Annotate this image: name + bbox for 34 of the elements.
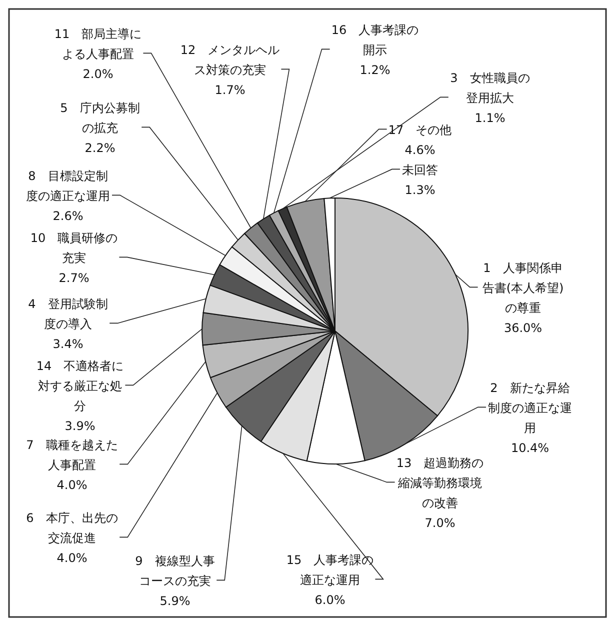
slice-label: 11 部局主導による人事配置 <box>54 27 142 61</box>
slice-label: 1 人事関係申告書(本人希望)の尊重 <box>482 261 564 315</box>
slice-label: 16 人事考課の開示 <box>331 23 419 57</box>
slice-label: 10 職員研修の充実 <box>30 231 118 265</box>
data-label: 10.4% <box>510 441 550 455</box>
data-label: 1.7% <box>214 83 246 97</box>
data-label: 3.4% <box>52 337 84 351</box>
data-label: 36.0% <box>504 321 542 335</box>
slice-label: 12 メンタルヘルス対策の充実 <box>180 43 280 77</box>
slice-label: 4 登用試験制度の導入 <box>28 297 108 331</box>
data-label: 2.2% <box>84 141 116 155</box>
data-label: 1.2% <box>360 63 390 77</box>
slice-label: 5 庁内公募制の拡充 <box>60 101 140 135</box>
data-label: 3.9% <box>64 419 96 433</box>
slice-label: 3 女性職員の登用拡大 <box>450 71 530 105</box>
data-label: 1.1% <box>474 111 506 125</box>
data-label: 2.7% <box>58 271 90 285</box>
data-label: 6.0% <box>314 593 346 607</box>
slice-label: 7 職種を越えた人事配置 <box>26 438 118 472</box>
data-label: 4.0% <box>56 551 88 565</box>
slice-label: 未回答 <box>402 163 438 177</box>
slice-label: 2 新たな昇給制度の適正な運用 <box>488 381 572 435</box>
slice-label: 9 複線型人事コースの充実 <box>135 554 215 588</box>
slice-label: 8 目標設定制度の適正な運用 <box>26 169 110 203</box>
data-label: 4.0% <box>56 478 88 492</box>
data-label: 4.6% <box>404 143 436 157</box>
data-label: 2.0% <box>82 67 114 81</box>
data-label: 2.6% <box>52 209 84 223</box>
data-label: 1.3% <box>404 183 436 197</box>
slice-label: 6 本庁、出先の交流促進 <box>26 511 118 545</box>
slice-label: 14 不適格者に対する厳正な処分 <box>36 359 124 413</box>
data-label: 5.9% <box>160 594 190 608</box>
slice-label: 13 超過勤務の縮減等勤務環境の改善 <box>396 456 484 510</box>
data-label: 7.0% <box>424 516 456 530</box>
